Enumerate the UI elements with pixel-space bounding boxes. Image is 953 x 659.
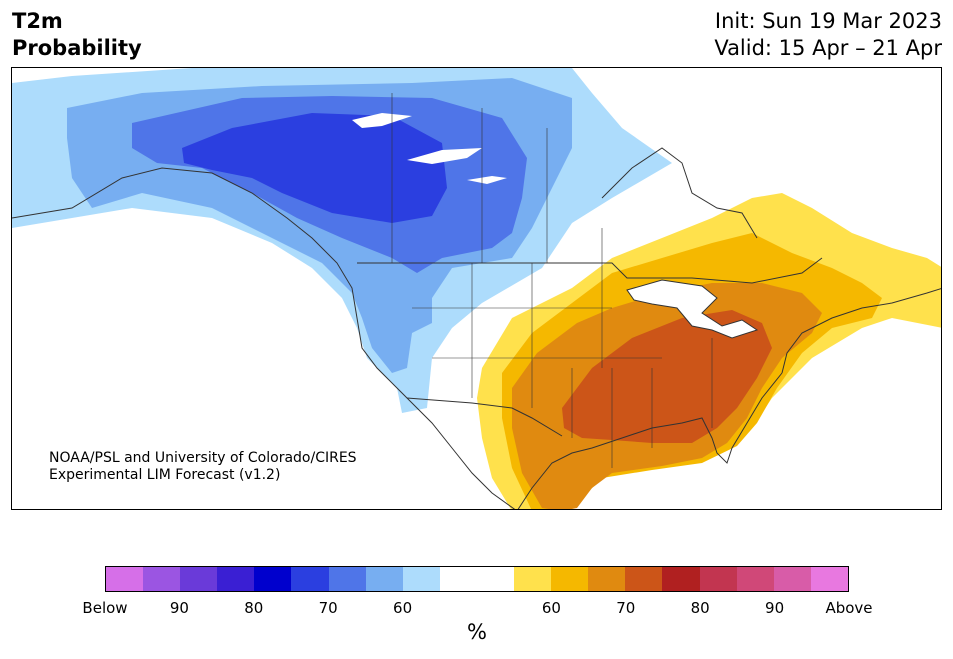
init-date: Init: Sun 19 Mar 2023 bbox=[714, 9, 942, 33]
gulf-coastline bbox=[517, 372, 783, 509]
colorbar-segment bbox=[402, 567, 440, 591]
colorbar-unit: % bbox=[467, 620, 487, 644]
colorbar-tick-label: 70 bbox=[318, 599, 338, 617]
colorbar-segment bbox=[365, 567, 403, 591]
variable-label: T2m bbox=[12, 9, 63, 33]
colorbar-segment bbox=[476, 567, 515, 591]
great-slave-lake bbox=[352, 113, 412, 128]
valid-range: Valid: 15 Apr – 21 Apr bbox=[714, 36, 942, 60]
colorbar-segment bbox=[588, 567, 626, 591]
below-75-region bbox=[182, 113, 447, 223]
hudson-bay-coast bbox=[601, 147, 758, 239]
colorbar-segment bbox=[662, 567, 700, 591]
probability-map-svg bbox=[12, 68, 941, 509]
lake-winnipeg bbox=[407, 148, 482, 164]
colorbar-tick-label: 60 bbox=[541, 599, 561, 617]
colorbar-tick-label: 90 bbox=[765, 599, 785, 617]
forecast-dates: Init: Sun 19 Mar 2023 Valid: 15 Apr – 21… bbox=[714, 8, 942, 62]
colorbar-tick-label: Above bbox=[825, 599, 873, 617]
internal-boundaries bbox=[391, 93, 713, 468]
colorbar-segment bbox=[773, 567, 811, 591]
colorbar-segment bbox=[106, 567, 144, 591]
colorbar-segment bbox=[254, 567, 292, 591]
east-coastline bbox=[781, 288, 941, 374]
colorbar-segment bbox=[514, 567, 552, 591]
colorbar-segment bbox=[328, 567, 366, 591]
colorbar-tick-label: 60 bbox=[393, 599, 413, 617]
great-lakes bbox=[626, 279, 759, 339]
colorbar-segment bbox=[736, 567, 774, 591]
colorbar-tick-label: Below bbox=[82, 599, 128, 617]
colorbar-tick-label: 80 bbox=[690, 599, 710, 617]
lake-athabasca bbox=[467, 176, 507, 184]
colorbar-tick-label: 90 bbox=[169, 599, 189, 617]
us-mexico-border bbox=[406, 397, 563, 437]
colorbar-segment bbox=[625, 567, 663, 591]
colorbar-segment bbox=[810, 567, 848, 591]
credit-line-1: NOAA/PSL and University of Colorado/CIRE… bbox=[49, 450, 357, 466]
colorbar-segment bbox=[291, 567, 329, 591]
canada-us-border bbox=[357, 257, 823, 284]
colorbar-segment bbox=[439, 567, 477, 591]
colorbar-segment bbox=[143, 567, 181, 591]
product-label: Probability bbox=[12, 36, 142, 60]
forecast-map bbox=[11, 67, 942, 510]
credit-text: NOAA/PSL and University of Colorado/CIRE… bbox=[49, 450, 357, 484]
colorbar-segment bbox=[699, 567, 737, 591]
map-title: T2m Probability bbox=[12, 8, 142, 62]
colorbar-tick-label: 80 bbox=[244, 599, 264, 617]
west-coastline bbox=[12, 167, 516, 509]
colorbar-segment bbox=[551, 567, 589, 591]
colorbar-segment bbox=[217, 567, 255, 591]
colorbar-tick-label: 70 bbox=[616, 599, 636, 617]
colorbar-segment bbox=[180, 567, 218, 591]
credit-line-2: Experimental LIM Forecast (v1.2) bbox=[49, 467, 281, 483]
boundaries bbox=[12, 93, 941, 509]
above-75-region bbox=[562, 310, 772, 443]
probability-colorbar bbox=[105, 566, 849, 592]
